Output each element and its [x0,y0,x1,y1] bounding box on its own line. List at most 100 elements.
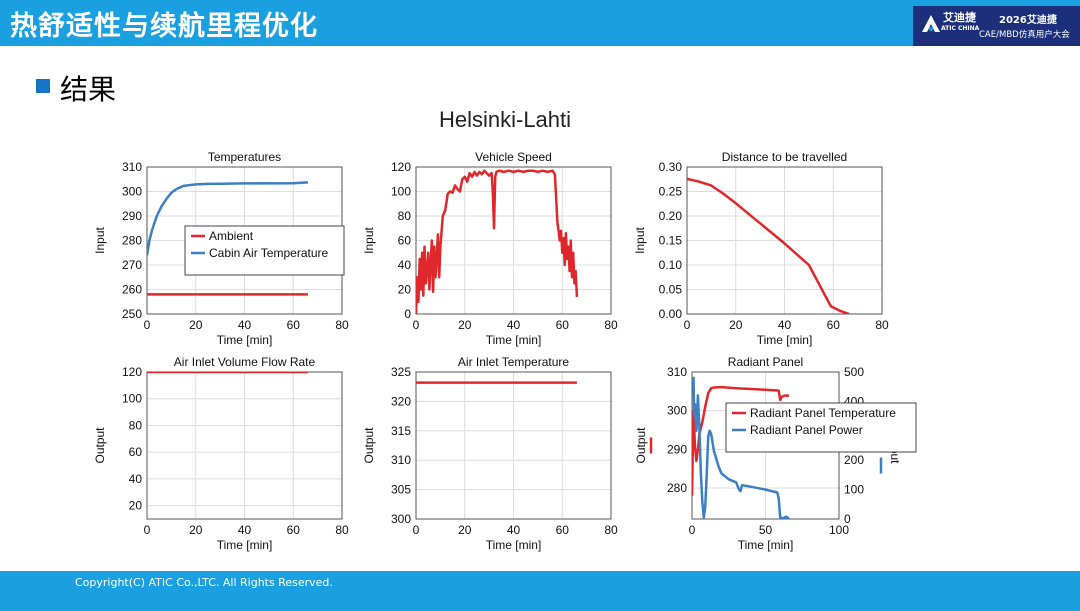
chart-5: 0 20 40 60 80 300 305 310 315 320 325 Air Inlet Tem… [362,355,618,552]
y-right-tick-label: 500 [844,365,864,379]
y-tick-label: 300 [122,185,142,199]
y-tick-label: 0.25 [659,185,683,199]
y-tick-label: 0 [404,307,411,321]
y-tick-label: 310 [391,453,411,467]
x-tick-label: 20 [458,523,472,537]
y-tick-label: 0.20 [659,209,683,223]
y-tick-label: 40 [129,472,143,486]
y-tick-label: 100 [122,392,142,406]
x-tick-label: 100 [829,523,849,537]
x-tick-label: 40 [507,318,521,332]
header-bar: 热舒适性与续航里程优化 艾迪捷 ATIC CHINA 2026艾迪捷 CAE/M… [0,0,1080,46]
series-line [692,385,789,496]
conference-name: CAE/MBD仿真用户大会 [979,30,1070,40]
x-axis-label: Time [min] [217,333,273,347]
x-tick-label: 80 [604,318,618,332]
y-axis-label: Input [362,226,376,253]
y-tick-label: 310 [667,365,687,379]
y-axis-label: Input [633,226,647,253]
y-tick-label: 290 [667,442,687,456]
series-line [147,181,308,256]
y-tick-label: 80 [398,209,412,223]
x-tick-label: 0 [684,318,691,332]
chart-3: 0 20 40 60 80 0.00 0.05 0.10 0.15 0.20 0.25 0.30 Dis… [633,150,889,347]
x-axis-label: Time [min] [486,333,542,347]
legend-entry: Ambient [209,229,254,243]
x-tick-label: 0 [689,523,696,537]
chart-title: Radiant Panel [728,355,803,369]
results-figure: Helsinki-Lahti 0 20 40 60 802502602702802903… [93,107,917,552]
y-tick-label: 250 [122,307,142,321]
figure-title: Helsinki-Lahti [439,107,571,132]
chart-legend: Ambient Cabin Air Temperature [184,225,345,276]
series-line [692,376,790,519]
x-tick-label: 20 [729,318,743,332]
section-title: 结果 [60,73,117,106]
y-tick-label: 300 [667,404,687,418]
y-axis-label: Output [362,427,376,464]
y-tick-label: 280 [122,234,142,248]
x-axis-label: Time [min] [217,538,273,552]
x-tick-label: 80 [335,318,349,332]
y-tick-label: 120 [122,365,142,379]
y-tick-label: 100 [391,185,411,199]
chart-title: Distance to be travelled [722,150,847,164]
legend-box [725,402,917,453]
y-axis-label: Output [634,427,648,464]
chart-2: 0 20 40 60 80 0 20 40 60 80 100 120 Vehicle Speed Tim… [362,150,618,347]
x-tick-label: 0 [144,318,151,332]
x-tick-label: 60 [287,523,301,537]
y-tick-label: 60 [398,234,412,248]
x-tick-label: 40 [778,318,792,332]
legend-entry: Radiant Panel Temperature [750,406,896,420]
y-right-tick-label: 100 [844,483,864,497]
y-tick-label: 0.30 [659,160,683,174]
section-bullet [36,79,50,93]
chart-title: Air Inlet Temperature [458,355,569,369]
logo-chinese: 艾迪捷 [943,11,976,24]
y-tick-label: 270 [122,258,142,272]
x-tick-label: 0 [144,523,151,537]
y-tick-label: 40 [398,258,412,272]
y-tick-label: 120 [391,160,411,174]
y-tick-label: 20 [398,283,412,297]
plot-frame [686,166,883,315]
page-title: 热舒适性与续航里程优化 [10,11,318,42]
x-tick-label: 50 [759,523,773,537]
legend-entry: Radiant Panel Power [750,423,863,437]
x-tick-label: 80 [604,523,618,537]
footer-bar: Copyright(C) ATIC Co.,LTC. All Rights Re… [0,571,1080,611]
y-axis-label: Input [93,226,107,253]
y-tick-label: 325 [391,365,411,379]
y-axis-label: Output [93,427,107,464]
copyright-text: Copyright(C) ATIC Co.,LTC. All Rights Re… [75,576,333,589]
conference-logo: 艾迪捷 ATIC CHINA 2026艾迪捷 CAE/MBD仿真用户大会 [913,6,1080,46]
y-tick-label: 80 [129,418,143,432]
chart-title: Vehicle Speed [475,150,552,164]
atic-logo-icon [922,15,940,32]
x-tick-label: 20 [189,318,203,332]
y-tick-label: 0.05 [659,283,683,297]
y-tick-label: 20 [129,499,143,513]
x-tick-label: 80 [875,318,889,332]
x-axis-label: Time [min] [738,538,794,552]
chart-1: 0 20 40 60 80 250 260 270 280 290 300 310 Temperatur… [93,150,349,347]
x-tick-label: 60 [556,318,570,332]
y-tick-label: 260 [122,283,142,297]
legend-box [184,225,345,276]
y-tick-label: 290 [122,209,142,223]
y-tick-label: 315 [391,424,411,438]
x-tick-label: 0 [413,523,420,537]
y-tick-label: 0.10 [659,258,683,272]
x-tick-label: 40 [238,318,252,332]
x-tick-label: 40 [238,523,252,537]
x-tick-label: 20 [189,523,203,537]
y-right-tick-label: 200 [844,453,864,467]
x-tick-label: 60 [287,318,301,332]
y-tick-label: 300 [391,512,411,526]
series-line [416,169,579,314]
chart-legend: Radiant Panel Temperature Radiant Panel P… [725,402,917,453]
y-tick-label: 320 [391,394,411,408]
x-tick-label: 60 [556,523,570,537]
